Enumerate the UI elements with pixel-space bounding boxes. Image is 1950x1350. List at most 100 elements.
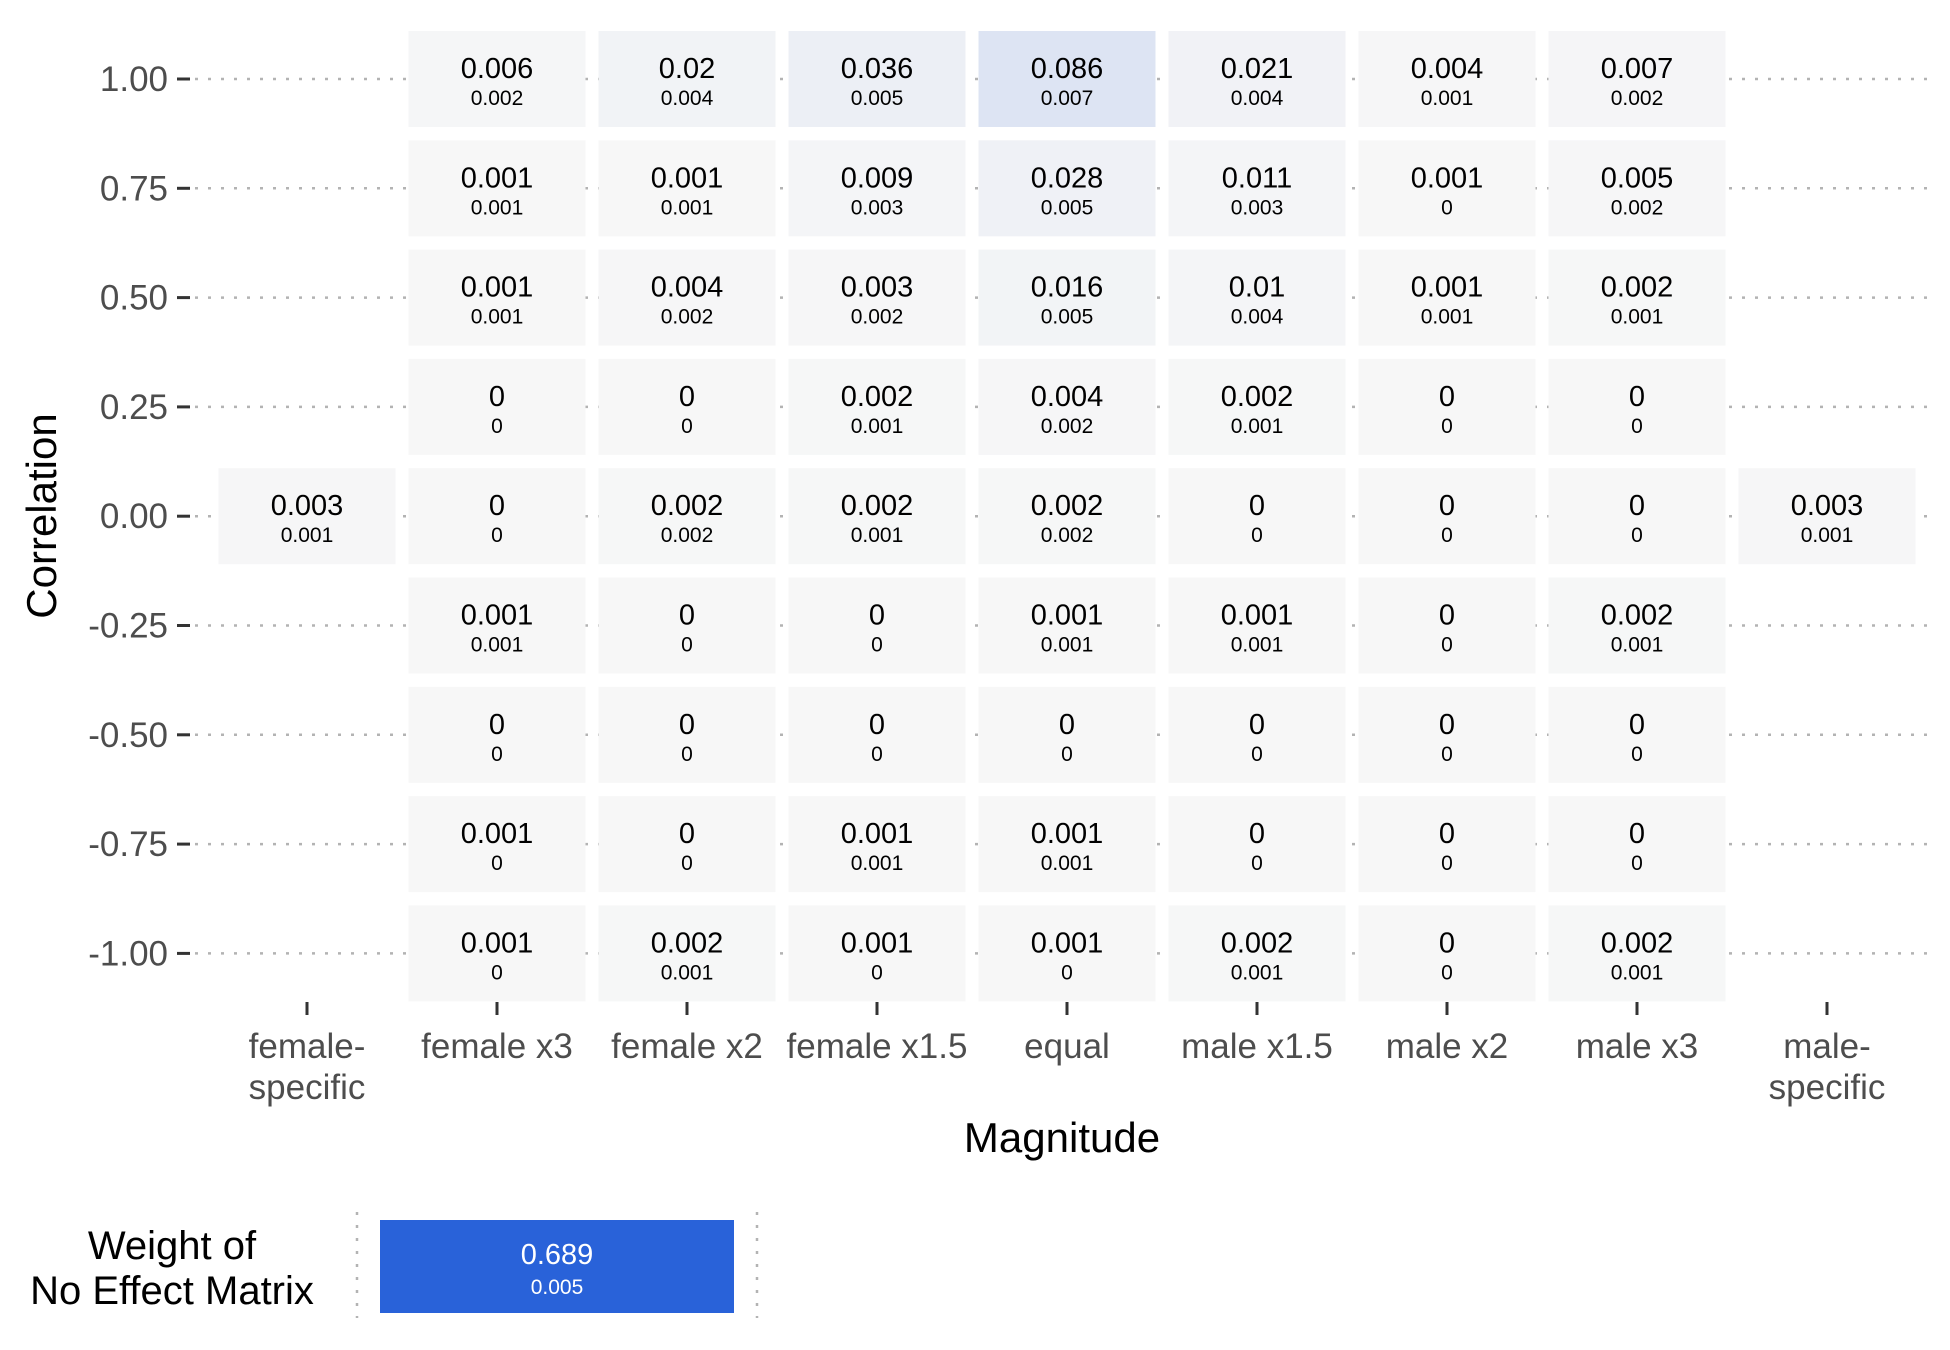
cell-value-label: 0.006 (461, 53, 534, 85)
cell-value-label: 0.002 (841, 381, 914, 413)
heatmap-cell (1168, 577, 1346, 674)
heatmap-cell (1168, 468, 1346, 565)
cell-value-label: 0.001 (841, 818, 914, 850)
cell-se-label: 0.005 (851, 87, 904, 110)
heatmap-cell (1168, 358, 1346, 455)
cell-se-label: 0.004 (1231, 87, 1284, 110)
x-axis: female-specific female x3 female x2 female … (249, 1002, 1886, 1107)
cell-value-label: 0 (1439, 709, 1455, 741)
heatmap-cell (1548, 140, 1726, 237)
cell-se-label: 0 (1441, 196, 1453, 219)
heatmap-cells: 0.0060.0020.020.0040.0360.0050.0860.0070… (218, 31, 1916, 1002)
heatmap-cell (978, 468, 1156, 565)
cell-se-label: 0 (871, 743, 883, 766)
cell-value-label: 0.036 (841, 53, 914, 85)
heatmap-cell (598, 358, 776, 455)
cell-se-label: 0 (681, 852, 693, 875)
cell-se-label: 0.002 (1611, 196, 1664, 219)
cell-value-label: 0.003 (271, 490, 344, 522)
cell-value-label: 0.002 (1601, 272, 1674, 304)
heatmap-cell (1358, 796, 1536, 893)
cell-se-label: 0.001 (851, 415, 904, 438)
cell-value-label: 0.004 (1411, 53, 1484, 85)
heatmap-cell (598, 249, 776, 346)
x-tick-label: equal (1024, 1027, 1110, 1066)
cell-se-label: 0.001 (1041, 634, 1094, 657)
cell-se-label: 0 (1441, 743, 1453, 766)
heatmap-cell (408, 140, 586, 237)
cell-value-label: 0 (1249, 818, 1265, 850)
cell-se-label: 0 (491, 852, 503, 875)
cell-value-label: 0 (1439, 927, 1455, 959)
cell-value-label: 0 (679, 709, 695, 741)
cell-se-label: 0 (491, 961, 503, 984)
heatmap-cell (598, 796, 776, 893)
cell-value-label: 0.002 (651, 490, 724, 522)
cell-se-label: 0.001 (1801, 524, 1854, 547)
x-tick-label: specific (1769, 1068, 1886, 1107)
cell-value-label: 0.01 (1229, 272, 1285, 304)
cell-se-label: 0.001 (471, 196, 524, 219)
cell-value-label: 0.021 (1221, 53, 1294, 85)
x-tick-label: male- (1783, 1027, 1871, 1066)
cell-se-label: 0 (1251, 524, 1263, 547)
y-tick-label: 0.25 (100, 388, 168, 427)
cell-value-label: 0.002 (651, 927, 724, 959)
heatmap-cell (1358, 577, 1536, 674)
heatmap-cell (978, 140, 1156, 237)
cell-se-label: 0 (1631, 524, 1643, 547)
heatmap-cell (978, 358, 1156, 455)
cell-se-label: 0 (1061, 961, 1073, 984)
cell-se-label: 0 (871, 961, 883, 984)
cell-value-label: 0.001 (461, 600, 534, 632)
cell-se-label: 0.001 (661, 196, 714, 219)
y-tick-label: -0.75 (88, 825, 168, 864)
cell-value-label: 0.001 (1031, 818, 1104, 850)
y-tick-label: -0.50 (88, 716, 168, 755)
heatmap-cell (1168, 31, 1346, 127)
cell-value-label: 0 (1629, 709, 1645, 741)
cell-se-label: 0.005 (1041, 306, 1094, 329)
y-tick-label: 0.00 (100, 497, 168, 536)
cell-value-label: 0.001 (1411, 162, 1484, 194)
heatmap-cell (1358, 31, 1536, 127)
no-effect-label: Weight of (88, 1224, 257, 1268)
y-tick-label: 0.50 (100, 279, 168, 318)
y-tick-label: 1.00 (100, 60, 168, 99)
heatmap-cell (1358, 905, 1536, 1002)
y-axis: 1.00 0.75 0.50 0.25 0.00 -0.25 -0.50 -0.75 -1.00 (88, 60, 190, 973)
no-effect-se-label: 0.005 (531, 1276, 584, 1299)
heatmap-cell (978, 796, 1156, 893)
cell-se-label: 0 (491, 415, 503, 438)
cell-value-label: 0.086 (1031, 53, 1104, 85)
cell-value-label: 0 (1249, 709, 1265, 741)
cell-value-label: 0.003 (841, 272, 914, 304)
cell-se-label: 0.002 (1041, 524, 1094, 547)
cell-value-label: 0.005 (1601, 162, 1674, 194)
cell-value-label: 0.002 (1221, 381, 1294, 413)
cell-value-label: 0 (679, 818, 695, 850)
cell-value-label: 0.002 (1031, 490, 1104, 522)
heatmap-cell (408, 468, 586, 565)
cell-value-label: 0 (1439, 490, 1455, 522)
heatmap-cell (788, 905, 966, 1002)
cell-se-label: 0.002 (851, 306, 904, 329)
cell-value-label: 0 (489, 381, 505, 413)
y-tick-label: -1.00 (88, 934, 168, 973)
cell-se-label: 0 (1441, 852, 1453, 875)
x-axis-title: Magnitude (964, 1114, 1160, 1161)
heatmap-cell (978, 905, 1156, 1002)
heatmap-cell (1548, 358, 1726, 455)
cell-value-label: 0 (489, 709, 505, 741)
cell-value-label: 0 (679, 600, 695, 632)
heatmap-cell (1168, 686, 1346, 783)
heatmap-cell (1358, 686, 1536, 783)
heatmap-cell (598, 905, 776, 1002)
cell-value-label: 0 (1439, 600, 1455, 632)
cell-value-label: 0.004 (651, 272, 724, 304)
cell-value-label: 0 (1439, 818, 1455, 850)
heatmap-cell (788, 468, 966, 565)
cell-value-label: 0.002 (1221, 927, 1294, 959)
heatmap-cell (788, 577, 966, 674)
